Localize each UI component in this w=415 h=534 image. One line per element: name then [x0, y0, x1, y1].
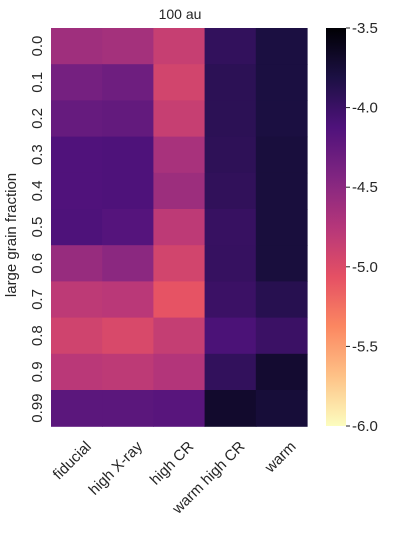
heatmap-cell [255, 172, 308, 210]
heatmap-cell [204, 281, 257, 319]
heatmap-cell [153, 136, 206, 174]
row-tick-label: 0.4 [29, 180, 46, 201]
heatmap-cell [204, 353, 257, 391]
colorbar-tick-label: -5.5 [352, 338, 378, 355]
heatmap-cell [204, 100, 257, 138]
colorbar-tick-label: -6.0 [352, 418, 378, 435]
heatmap-cell [153, 209, 206, 246]
colorbar-tick-label: -4.5 [352, 179, 378, 196]
heatmap-cell [51, 281, 103, 319]
heatmap-cell [255, 245, 308, 282]
heatmap-cell [102, 100, 154, 138]
heatmap-cell [51, 136, 103, 174]
heatmap-cell [102, 390, 154, 427]
row-tick-label: 0.7 [29, 289, 46, 310]
heatmap-cell [153, 353, 206, 391]
heatmap-cell [255, 100, 308, 138]
heatmap-cell [255, 353, 308, 391]
heatmap-cell [153, 100, 206, 138]
heatmap-cell [153, 64, 206, 101]
heatmap-cell [102, 172, 154, 210]
column-tick-label: high X-ray [86, 438, 147, 499]
heatmap-cell [51, 353, 103, 391]
heatmap-cell [153, 390, 206, 427]
heatmap-cell [153, 28, 206, 65]
row-tick-label: 0.5 [29, 217, 46, 238]
heatmap-cell [102, 353, 154, 391]
heatmap-cell [255, 281, 308, 319]
heatmap-cell [51, 172, 103, 210]
heatmap-cell [255, 136, 308, 174]
heatmap-cells [51, 28, 308, 427]
chart-title: 100 au [159, 6, 202, 22]
heatmap-cell [204, 64, 257, 101]
heatmap-cell [102, 281, 154, 319]
row-tick-label: 0.0 [29, 36, 46, 57]
heatmap-cell [51, 209, 103, 246]
heatmap-cell [153, 317, 206, 355]
heatmap-cell [255, 390, 308, 427]
heatmap-cell [102, 64, 154, 101]
heatmap-cell [102, 245, 154, 282]
column-tick-label: fiducial [50, 438, 95, 483]
heatmap-cell [153, 172, 206, 210]
heatmap-cell [51, 317, 103, 355]
heatmap-cell [51, 64, 103, 101]
heatmap-cell [204, 390, 257, 427]
row-tick-label: 0.6 [29, 253, 46, 274]
heatmap-cell [51, 390, 103, 427]
heatmap-cell [153, 281, 206, 319]
colorbar-tick-labels: -3.5 -4.0 -4.5 -5.0 -5.5 -6.0 [346, 20, 378, 435]
colorbar-tick-label: -3.5 [352, 20, 378, 37]
colorbar [326, 28, 346, 426]
heatmap-cell [102, 136, 154, 174]
colorbar-tick-label: -4.0 [352, 100, 378, 117]
heatmap-cell [51, 28, 103, 65]
heatmap-cell [102, 28, 154, 65]
heatmap-cell [255, 64, 308, 101]
y-axis-label: large grain fraction [3, 173, 20, 297]
heatmap-cell [102, 209, 154, 246]
row-tick-label: 0.2 [29, 108, 46, 129]
heatmap-cell [204, 136, 257, 174]
heatmap-cell [204, 28, 257, 65]
heatmap-cell [153, 245, 206, 282]
row-tick-labels: 0.0 0.1 0.2 0.3 0.4 0.5 0.6 0.7 0.8 0.9 0.99 [29, 36, 46, 423]
heatmap-cell [204, 172, 257, 210]
row-tick-label: 0.1 [29, 72, 46, 93]
row-tick-label: 0.99 [29, 393, 46, 422]
heatmap-cell [51, 245, 103, 282]
heatmap-cell [255, 317, 308, 355]
column-tick-label: warm [261, 438, 300, 477]
heatmap-cell [204, 317, 257, 355]
row-tick-label: 0.8 [29, 325, 46, 346]
row-tick-label: 0.3 [29, 144, 46, 165]
heatmap-cell [102, 317, 154, 355]
heatmap-cell [255, 209, 308, 246]
heatmap-cell [204, 245, 257, 282]
heatmap-cell [255, 28, 308, 65]
colorbar-tick-label: -5.0 [352, 259, 378, 276]
heatmap-cell [204, 209, 257, 246]
heatmap-cell [51, 100, 103, 138]
row-tick-label: 0.9 [29, 361, 46, 382]
column-tick-label: high CR [147, 438, 197, 488]
